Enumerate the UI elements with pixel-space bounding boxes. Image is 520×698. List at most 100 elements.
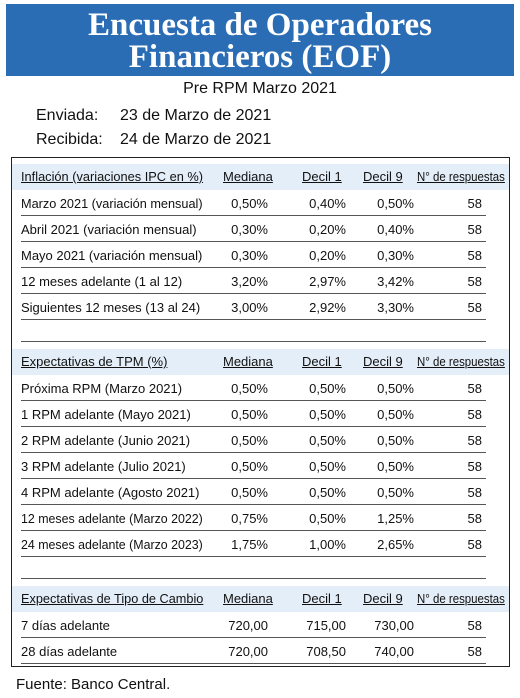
received-date: 24 de Marzo de 2021	[120, 131, 272, 148]
cell-decil-1: 0,50%	[309, 407, 346, 422]
row-divider	[21, 530, 486, 531]
section-divider	[21, 578, 486, 579]
row-divider	[21, 241, 486, 242]
cell-mediana: 0,50%	[231, 196, 268, 211]
cell-mediana: 0,50%	[231, 381, 268, 396]
row-label: 3 RPM adelante (Julio 2021)	[21, 459, 186, 474]
row-divider	[21, 637, 486, 638]
cell-mediana: 0,30%	[231, 222, 268, 237]
cell-respuestas: 58	[467, 222, 482, 237]
section-header-band	[12, 586, 509, 612]
row-divider	[21, 556, 486, 557]
header-label: Expectativas de Tipo de Cambio	[21, 591, 204, 606]
header-respuestas: N° de respuestas	[417, 169, 505, 184]
cell-decil-1: 0,50%	[309, 433, 346, 448]
row-label: 4 RPM adelante (Agosto 2021)	[21, 485, 200, 500]
received-label: Recibida:	[36, 131, 103, 148]
header-decil-1: Decil 1	[302, 354, 342, 369]
cell-decil-1: 1,00%	[309, 537, 346, 552]
row-label: Abril 2021 (variación mensual)	[21, 222, 197, 237]
row-divider	[21, 426, 486, 427]
row-label: 12 meses adelante (1 al 12)	[21, 274, 183, 289]
cell-decil-9: 3,30%	[377, 300, 414, 315]
cell-decil-1: 2,97%	[309, 274, 346, 289]
cell-respuestas: 58	[467, 248, 482, 263]
cell-mediana: 0,30%	[231, 248, 268, 263]
header-respuestas: N° de respuestas	[417, 591, 505, 606]
cell-mediana: 0,50%	[231, 407, 268, 422]
cell-decil-1: 0,50%	[309, 381, 346, 396]
title-banner: Encuesta de Operadores Financieros (EOF)	[6, 4, 514, 76]
cell-respuestas: 58	[467, 407, 482, 422]
header-mediana: Mediana	[223, 591, 273, 606]
cell-decil-1: 0,50%	[309, 511, 346, 526]
cell-mediana: 720,00	[228, 644, 268, 659]
cell-decil-1: 708,50	[306, 644, 346, 659]
row-divider	[21, 319, 486, 320]
row-label: 28 días adelante	[21, 644, 118, 659]
cell-decil-1: 0,50%	[309, 459, 346, 474]
cell-decil-1: 0,20%	[309, 248, 346, 263]
row-label: Marzo 2021 (variación mensual)	[21, 196, 203, 211]
row-divider	[21, 452, 486, 453]
cell-respuestas: 58	[467, 537, 482, 552]
row-label: 7 días adelante	[21, 618, 110, 633]
cell-respuestas: 58	[467, 433, 482, 448]
cell-decil-1: 715,00	[306, 618, 346, 633]
header-respuestas: N° de respuestas	[417, 354, 505, 369]
cell-decil-9: 2,65%	[377, 537, 414, 552]
cell-decil-9: 0,50%	[377, 407, 414, 422]
cell-decil-9: 0,50%	[377, 459, 414, 474]
cell-mediana: 3,20%	[231, 274, 268, 289]
cell-decil-1: 0,40%	[309, 196, 346, 211]
header-decil-9: Decil 9	[363, 354, 403, 369]
survey-table: Inflación (variaciones IPC en %) Mediana D…	[11, 157, 510, 667]
cell-decil-9: 730,00	[374, 618, 414, 633]
header-decil-9: Decil 9	[363, 169, 403, 184]
row-divider	[21, 267, 486, 268]
cell-mediana: 0,50%	[231, 459, 268, 474]
cell-respuestas: 58	[467, 459, 482, 474]
cell-decil-9: 3,42%	[377, 274, 414, 289]
cell-respuestas: 58	[467, 274, 482, 289]
title-line-1: Encuesta de Operadores	[87, 7, 433, 43]
cell-decil-9: 0,50%	[377, 381, 414, 396]
cell-decil-9: 0,40%	[377, 222, 414, 237]
cell-decil-9: 0,50%	[377, 485, 414, 500]
sent-line: Enviada: 23 de Marzo de 2021	[36, 107, 271, 125]
header-decil-1: Decil 1	[302, 169, 342, 184]
cell-mediana: 0,50%	[231, 485, 268, 500]
cell-mediana: 0,75%	[231, 511, 268, 526]
row-label: Mayo 2021 (variación mensual)	[21, 248, 203, 263]
cell-decil-9: 1,25%	[377, 511, 414, 526]
cell-respuestas: 58	[467, 485, 482, 500]
subtitle: Pre RPM Marzo 2021	[183, 80, 337, 97]
cell-decil-9: 0,50%	[377, 433, 414, 448]
cell-decil-1: 0,50%	[309, 485, 346, 500]
cell-mediana: 0,50%	[231, 433, 268, 448]
header-mediana: Mediana	[223, 169, 273, 184]
cell-mediana: 3,00%	[231, 300, 268, 315]
title-line-2: Financieros (EOF)	[128, 39, 392, 75]
section-divider	[21, 341, 486, 342]
cell-respuestas: 58	[467, 511, 482, 526]
cell-decil-1: 2,92%	[309, 300, 346, 315]
row-divider	[21, 663, 486, 664]
row-divider	[21, 478, 486, 479]
header-decil-1: Decil 1	[302, 591, 342, 606]
row-divider	[21, 504, 486, 505]
row-label: 24 meses adelante (Marzo 2023)	[21, 537, 203, 552]
header-mediana: Mediana	[223, 354, 273, 369]
cell-mediana: 1,75%	[231, 537, 268, 552]
source-note: Fuente: Banco Central.	[16, 676, 171, 693]
row-label: 12 meses adelante (Marzo 2022)	[21, 511, 203, 526]
row-label: 2 RPM adelante (Junio 2021)	[21, 433, 191, 448]
header-label: Inflación (variaciones IPC en %)	[21, 169, 204, 184]
cell-mediana: 720,00	[228, 618, 268, 633]
header-label: Expectativas de TPM (%)	[21, 354, 168, 369]
cell-respuestas: 58	[467, 381, 482, 396]
cell-decil-1: 0,20%	[309, 222, 346, 237]
row-label: Próxima RPM (Marzo 2021)	[21, 381, 183, 396]
sent-date: 23 de Marzo de 2021	[120, 107, 272, 124]
cell-decil-9: 740,00	[374, 644, 414, 659]
